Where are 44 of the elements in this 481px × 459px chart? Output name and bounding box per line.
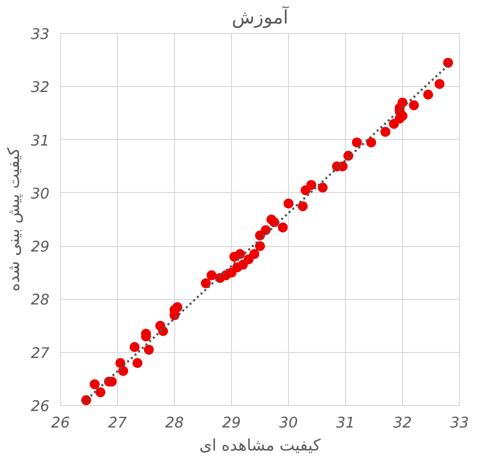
point xyxy=(318,182,328,193)
point xyxy=(278,222,288,232)
point xyxy=(249,249,260,260)
point xyxy=(200,278,211,288)
point xyxy=(298,201,308,212)
y-tick-label: 32 xyxy=(30,79,50,96)
point xyxy=(132,358,142,368)
chart-title: آموزش xyxy=(232,6,290,28)
point xyxy=(260,225,271,236)
y-tick-label: 33 xyxy=(30,26,50,43)
y-tick-label: 28 xyxy=(30,292,50,309)
y-tick-label: 30 xyxy=(30,185,50,202)
x-tick-label: 27 xyxy=(108,414,128,432)
point xyxy=(434,78,445,89)
y-tick-label: 29 xyxy=(30,238,50,256)
point xyxy=(306,180,316,190)
x-tick-label: 29 xyxy=(222,414,241,432)
x-axis-title: کیفیت مشاهده ای xyxy=(199,436,321,454)
y-tick-label: 26 xyxy=(30,398,50,415)
point xyxy=(172,302,182,312)
point xyxy=(366,137,376,148)
x-tick-label: 30 xyxy=(279,414,298,432)
point xyxy=(255,241,265,252)
point xyxy=(380,126,390,137)
point xyxy=(408,100,419,110)
y-axis-title: کیفیت پیش بینی شده xyxy=(4,147,23,292)
point xyxy=(443,58,454,68)
point xyxy=(423,90,434,100)
point xyxy=(284,198,294,209)
x-tick-label: 31 xyxy=(336,414,355,432)
point xyxy=(118,366,128,376)
x-tick-label: 32 xyxy=(393,414,412,432)
point xyxy=(130,342,140,352)
x-tick-label: 28 xyxy=(165,414,184,432)
y-tick-label: 31 xyxy=(30,132,50,150)
point xyxy=(235,249,246,260)
x-tick-label: 26 xyxy=(51,414,70,432)
point xyxy=(90,379,100,390)
y-tick-label: 27 xyxy=(30,344,50,362)
point xyxy=(206,270,217,280)
point xyxy=(95,387,106,398)
x-tick-label: 33 xyxy=(450,414,469,432)
point xyxy=(352,137,362,148)
point xyxy=(144,344,154,355)
